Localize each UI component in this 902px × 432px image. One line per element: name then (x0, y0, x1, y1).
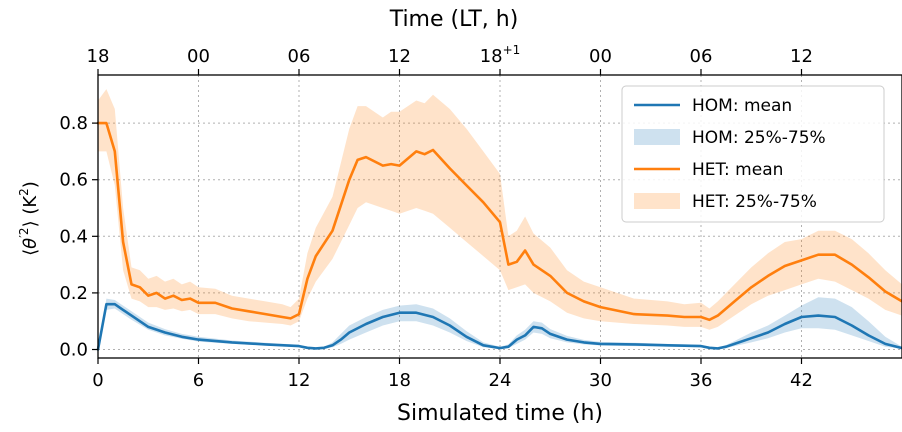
y-axis-title: ⟨θ′2⟩ (K2) (17, 181, 41, 256)
het-iqr-band (98, 89, 902, 330)
top-axis-ticks: 18 00 06 12 18+1 00 06 12 (87, 43, 813, 75)
x-axis-ticks: 0 6 12 18 24 30 36 42 (92, 358, 813, 391)
y-tick-label: 0.2 (59, 283, 88, 304)
top-tick-label: 12 (388, 46, 411, 67)
top-tick-label: 18 (87, 46, 110, 67)
x-tick-label: 30 (589, 370, 612, 391)
top-tick-label: 12 (790, 46, 813, 67)
legend-band-swatch (634, 129, 680, 145)
x-tick-label: 0 (92, 370, 103, 391)
x-tick-label: 36 (690, 370, 713, 391)
legend-label: HOM: mean (692, 96, 792, 116)
y-label-close-paren: ) (20, 181, 41, 188)
legend-label: HOM: 25%-75% (692, 128, 826, 148)
legend-label: HET: mean (692, 160, 783, 180)
y-label-prime: ′ (17, 235, 31, 238)
y-tick-label: 0.8 (59, 113, 88, 134)
y-label-unit-exponent: 2 (17, 188, 31, 196)
hom-mean-line (96, 302, 902, 351)
legend-band-swatch (634, 193, 680, 209)
x-tick-label: 6 (193, 370, 204, 391)
x-axis-title: Simulated time (h) (397, 401, 603, 426)
iqr-bands (98, 89, 902, 350)
x-tick-label: 18 (388, 370, 411, 391)
y-axis-ticks: 0.0 0.2 0.4 0.6 0.8 (59, 113, 98, 361)
y-label-open-bracket: ⟨ (20, 249, 41, 256)
x-tick-label: 12 (288, 370, 311, 391)
x-tick-label: 24 (489, 370, 512, 391)
y-tick-label: 0.0 (59, 340, 88, 361)
legend-box (621, 85, 885, 223)
y-label-exponent: 2 (17, 227, 31, 235)
het-mean-line (96, 121, 902, 322)
legend: HOM: mean HOM: 25%-75% HET: mean HET: 25%-7… (621, 85, 885, 223)
y-label-theta: θ (20, 238, 41, 249)
mean-lines (96, 121, 902, 351)
y-tick-label: 0.4 (59, 226, 88, 247)
x-tick-label: 42 (790, 370, 813, 391)
y-tick-label: 0.6 (59, 170, 88, 191)
hom-iqr-band (98, 297, 902, 350)
y-label-unit: ⟩ (K (20, 195, 41, 228)
top-tick-label: 18+1 (480, 43, 521, 67)
top-tick-label: 00 (187, 46, 210, 67)
top-tick-label: 06 (690, 46, 713, 67)
top-tick-label: 00 (589, 46, 612, 67)
top-axis-title: Time (LT, h) (389, 7, 519, 32)
top-tick-label: 06 (288, 46, 311, 67)
legend-label: HET: 25%-75% (692, 192, 817, 212)
